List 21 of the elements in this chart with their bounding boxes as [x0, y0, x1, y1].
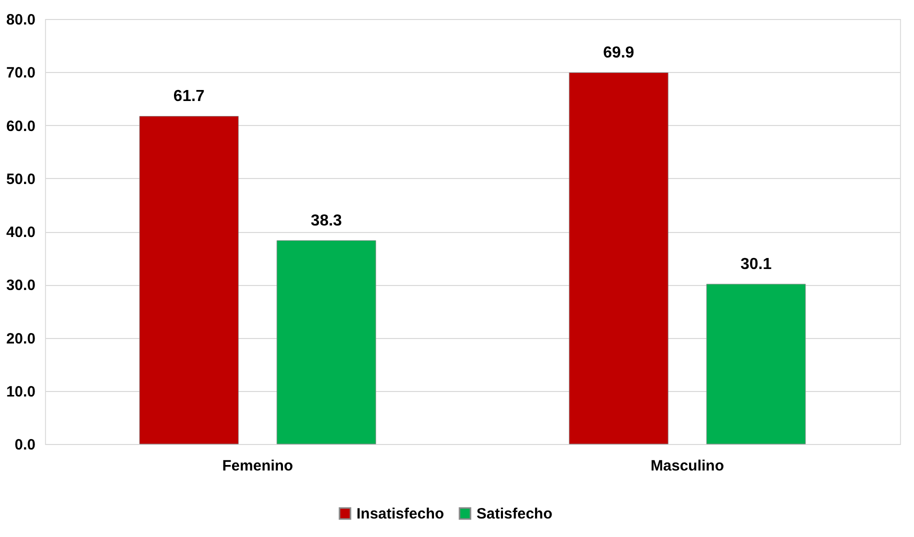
x-tick-label: Femenino	[222, 458, 294, 474]
y-tick-label: 20.0	[6, 330, 36, 348]
y-tick-label: 30.0	[6, 277, 36, 294]
bar	[568, 72, 668, 444]
y-tick-label: 70.0	[6, 64, 36, 82]
data-label: 30.1	[740, 256, 772, 274]
bar	[276, 240, 376, 444]
y-tick-label: 80.0	[6, 12, 36, 28]
legend-label: Satisfecho	[476, 506, 552, 523]
bar	[706, 284, 806, 444]
y-tick-label: 10.0	[6, 383, 36, 400]
y-tick-label: 40.0	[6, 224, 36, 241]
data-label: 61.7	[173, 88, 205, 106]
y-tick-label: 50.0	[6, 170, 36, 188]
bar	[139, 116, 239, 444]
data-label: 69.9	[603, 44, 634, 62]
data-label: 38.3	[310, 212, 342, 230]
y-tick-label: 0.0	[14, 436, 36, 454]
y-tick-label: 60.0	[6, 118, 36, 135]
legend-label: Insatisfecho	[356, 506, 444, 523]
x-tick-label: Masculino	[650, 458, 724, 474]
